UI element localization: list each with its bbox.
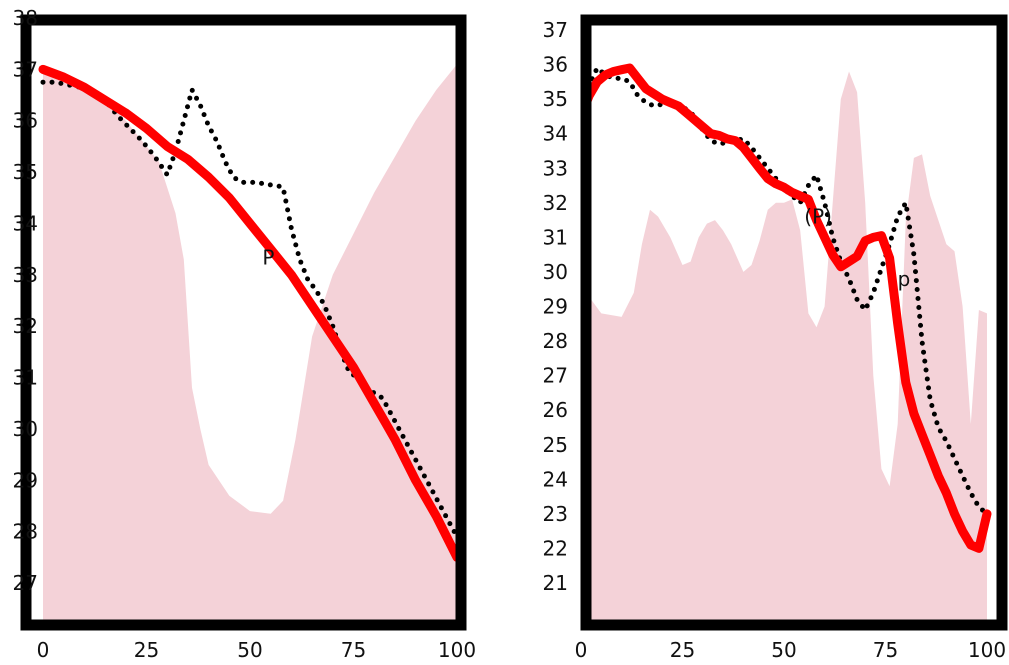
plot-area — [38, 64, 461, 625]
plot-frame — [580, 14, 1008, 631]
y-tick-label: 30 — [13, 417, 38, 441]
y-tick-label: 37 — [13, 57, 38, 81]
y-tick-label: 35 — [13, 160, 38, 184]
y-tick-label: 30 — [543, 260, 568, 284]
left-chart-panel: 27 28 29 30 31 32 33 34 35 36 37 38 0 25 50 75 100 P — [13, 6, 477, 662]
x-tick-label: 75 — [873, 638, 898, 662]
x-tick-label: 50 — [237, 638, 262, 662]
shaded-region — [43, 64, 457, 625]
x-tick-label: 100 — [968, 638, 1006, 662]
y-tick-label: 21 — [543, 571, 568, 595]
y-tick-label: 27 — [543, 364, 568, 388]
y-tick-label: 33 — [543, 156, 568, 180]
right-chart-panel: 21 22 23 24 25 26 27 28 29 30 31 32 33 34 35 36 37 0 25 50 7… — [543, 14, 1008, 662]
x-tick-label: 25 — [670, 638, 695, 662]
y-tick-label: 28 — [13, 520, 38, 544]
series-solid-line — [586, 63, 992, 553]
series-solid-line — [38, 64, 461, 562]
y-tick-label: 32 — [543, 191, 568, 215]
y-tick-label: 29 — [13, 468, 38, 492]
annotation-label: (P) — [804, 205, 832, 229]
y-tick-label: 28 — [543, 329, 568, 353]
y-tick-label: 36 — [13, 109, 38, 133]
y-tick-label: 23 — [543, 502, 568, 526]
x-tick-label: 25 — [134, 638, 159, 662]
y-tick-label: 34 — [13, 211, 38, 235]
annotation-label: p — [898, 267, 911, 291]
x-tick-label: 75 — [341, 638, 366, 662]
shaded-region — [586, 71, 987, 625]
x-tick-label: 0 — [575, 638, 588, 662]
y-tick-label: 36 — [543, 53, 568, 77]
x-tick-label: 0 — [37, 638, 50, 662]
x-tick-label: 50 — [771, 638, 796, 662]
plot-area — [586, 63, 992, 625]
y-tick-label: 33 — [13, 263, 38, 287]
y-tick-label: 37 — [543, 18, 568, 42]
y-tick-label: 25 — [543, 433, 568, 457]
y-tick-label: 24 — [543, 467, 568, 491]
y-tick-label: 38 — [13, 6, 38, 30]
y-tick-label: 31 — [543, 225, 568, 249]
y-tick-label: 34 — [543, 122, 568, 146]
x-tick-label: 100 — [438, 638, 476, 662]
y-tick-label: 26 — [543, 398, 568, 422]
y-tick-label: 35 — [543, 87, 568, 111]
y-tick-label: 32 — [13, 314, 38, 338]
y-tick-label: 29 — [543, 295, 568, 319]
plot-frame — [20, 14, 467, 631]
y-tick-label: 22 — [543, 536, 568, 560]
y-tick-label: 27 — [13, 571, 38, 595]
y-tick-label: 31 — [13, 366, 38, 390]
series-dotted-line — [40, 79, 460, 540]
annotation-label: P — [262, 246, 274, 270]
